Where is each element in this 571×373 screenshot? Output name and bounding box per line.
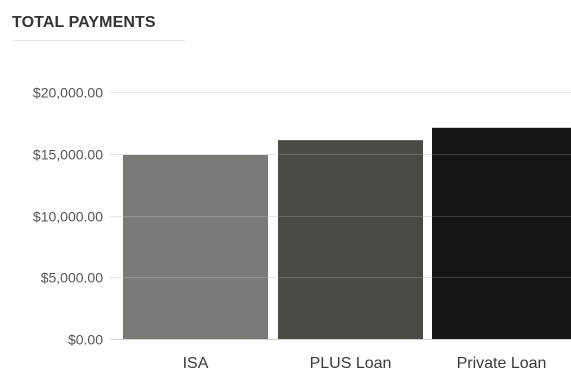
y-tick-label: $10,000.00 <box>33 209 103 225</box>
x-category-label: Private Loan <box>457 355 547 372</box>
y-axis-tick-labels: $0.00 $5,000.00 $10,000.00 $15,000.00 $20,00… <box>33 85 103 348</box>
y-tick-label: $5,000.00 <box>41 270 103 286</box>
x-category-label: ISA <box>183 355 209 372</box>
bar-private-loan[interactable] <box>432 127 571 339</box>
bar-plus-loan[interactable] <box>278 140 423 339</box>
bars <box>123 127 571 339</box>
y-tick-label: $15,000.00 <box>33 147 103 163</box>
bar-isa[interactable] <box>123 154 268 339</box>
title-underline <box>12 40 185 41</box>
y-tick-label: $0.00 <box>68 332 103 348</box>
x-axis-category-labels: ISA PLUS Loan Private Loan <box>183 355 547 372</box>
chart-title: TOTAL PAYMENTS <box>12 14 156 31</box>
y-tick-label: $20,000.00 <box>33 85 103 101</box>
x-category-label: PLUS Loan <box>310 355 392 372</box>
